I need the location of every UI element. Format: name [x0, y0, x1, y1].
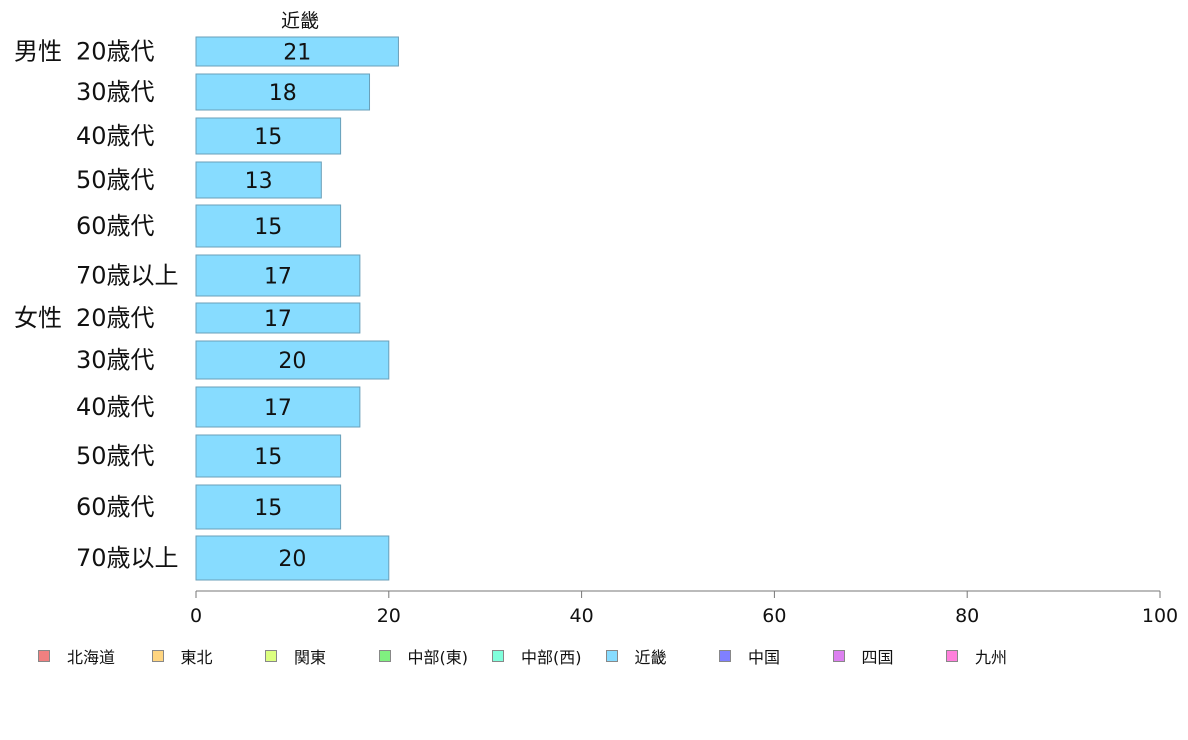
- x-tick-label: 0: [190, 605, 202, 627]
- bar: [195, 254, 361, 297]
- bar-value-label: 17: [264, 307, 292, 332]
- legend-swatch: [378, 650, 391, 662]
- bar-value-label: 21: [283, 41, 311, 66]
- x-tick-label: 40: [570, 605, 594, 627]
- x-tick-label: 100: [1142, 605, 1178, 627]
- bar: [195, 484, 342, 530]
- legend-swatch: [151, 650, 164, 662]
- category-label: 50歳代: [76, 166, 155, 194]
- legend-swatch: [832, 650, 845, 662]
- bar-value-label: 18: [269, 81, 297, 106]
- bar: [195, 117, 342, 155]
- legend-item: 東北: [151, 644, 266, 668]
- bar: [195, 36, 399, 67]
- legend-swatch: [38, 650, 50, 662]
- bar: [195, 73, 371, 111]
- group-label: 女性: [14, 304, 62, 332]
- legend-label: 四国: [861, 648, 894, 667]
- x-tick-label: 20: [377, 605, 401, 627]
- bar-value-label: 20: [278, 547, 306, 572]
- category-label: 40歳代: [76, 393, 155, 421]
- bar: [195, 535, 390, 581]
- category-label: 20歳代: [76, 304, 155, 332]
- bar-value-label: 13: [245, 169, 273, 194]
- legend: 北海道 東北 関東 中部(東) 中部(西) 近畿 中国 四国 九州: [38, 644, 1060, 668]
- category-label: 70歳以上: [76, 262, 179, 290]
- bar: [195, 386, 361, 428]
- bar: [195, 302, 361, 334]
- legend-label: 近畿: [634, 648, 667, 667]
- legend-swatch: [946, 650, 958, 662]
- legend-swatch: [492, 650, 504, 662]
- category-label: 50歳代: [76, 442, 155, 470]
- legend-item: 関東: [265, 644, 379, 668]
- category-label: 70歳以上: [76, 544, 179, 572]
- legend-label: 中部(東): [407, 648, 469, 667]
- bar-value-label: 15: [254, 445, 282, 470]
- legend-item: 近畿: [605, 644, 720, 668]
- legend-swatch: [719, 650, 731, 662]
- legend-label: 東北: [180, 648, 213, 667]
- bar: [195, 434, 342, 478]
- category-label: 60歳代: [76, 493, 155, 521]
- category-label: 40歳代: [76, 122, 155, 150]
- bar: [195, 161, 322, 199]
- category-label: 30歳代: [76, 346, 155, 374]
- group-label: 男性: [14, 38, 62, 66]
- bar: [195, 204, 342, 248]
- bar-value-label: 15: [254, 125, 282, 150]
- legend-item: 中部(東): [378, 644, 493, 668]
- category-label: 20歳代: [76, 38, 155, 66]
- legend-item: 北海道: [38, 644, 152, 668]
- legend-label: 北海道: [67, 648, 116, 667]
- legend-item: 四国: [832, 644, 947, 668]
- x-tick-label: 80: [955, 605, 979, 627]
- bar-value-label: 17: [264, 396, 292, 421]
- category-label: 60歳代: [76, 212, 155, 240]
- legend-item: 中国: [719, 644, 833, 668]
- legend-item: 九州: [946, 644, 1060, 668]
- legend-swatch: [265, 650, 277, 662]
- legend-label: 関東: [294, 648, 327, 667]
- category-label: 30歳代: [76, 78, 155, 106]
- bar-value-label: 15: [254, 496, 282, 521]
- x-tick-label: 60: [762, 605, 786, 627]
- bar-value-label: 17: [264, 265, 292, 290]
- legend-label: 中国: [748, 648, 781, 667]
- legend-item: 中部(西): [492, 644, 606, 668]
- legend-label: 九州: [975, 648, 1008, 667]
- legend-swatch: [605, 650, 618, 662]
- bar-value-label: 20: [278, 349, 306, 374]
- legend-label: 中部(西): [521, 648, 582, 667]
- series-title: 近畿: [280, 10, 319, 32]
- bar-value-label: 15: [254, 215, 282, 240]
- bar: [195, 340, 390, 380]
